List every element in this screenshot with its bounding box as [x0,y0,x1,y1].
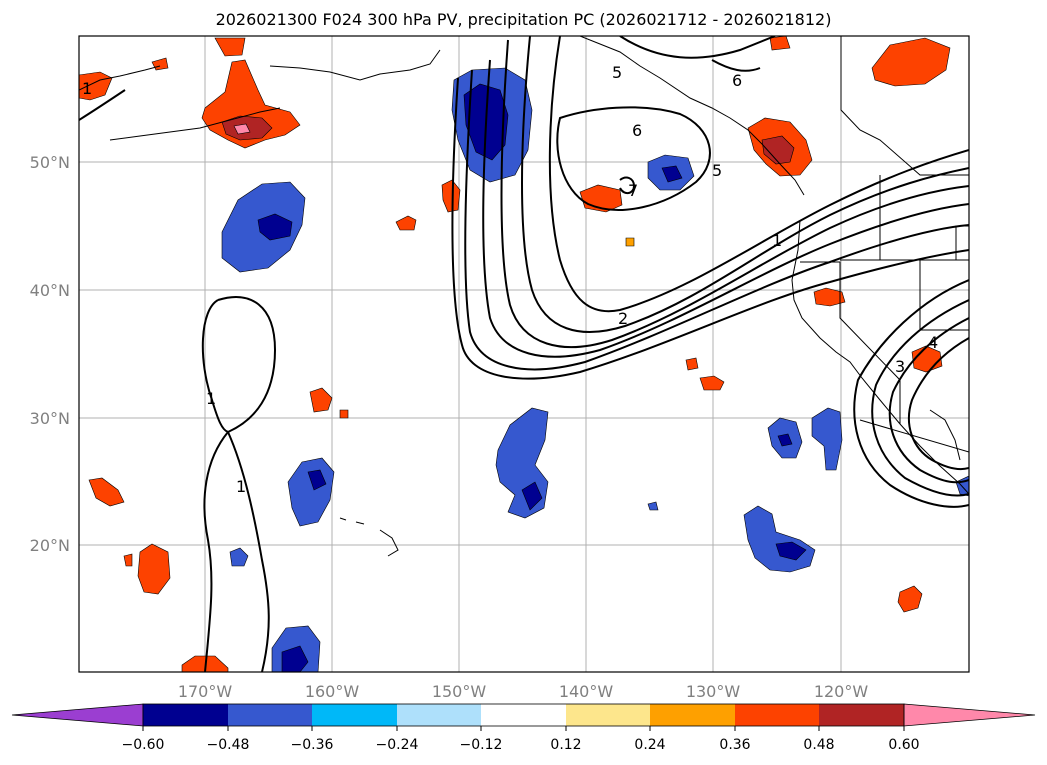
contour-label: 1 [772,231,782,250]
latitude-labels: 50°N 40°N 30°N 20°N [30,153,70,555]
lat-label-20n: 20°N [30,536,70,555]
contour-label: 3 [895,357,905,376]
lat-label-50n: 50°N [30,153,70,172]
precip-positive-canada [871,37,951,87]
lat-label-30n: 30°N [30,409,70,428]
colorbar-tick-label: 0.48 [803,737,834,753]
contour-label: 5 [712,161,722,180]
colorbar-segment [312,704,397,726]
lon-label-140w: 140°W [559,682,614,701]
contour-label: 6 [632,121,642,140]
colorbar-segment [481,704,566,726]
colorbar: −0.60 −0.48 −0.36 −0.24 −0.12 0.12 0.24 … [11,703,1036,753]
colorbar-ticks [142,726,905,731]
lon-label-150w: 150°W [432,682,487,701]
colorbar-segment [143,704,228,726]
contour-label: 1 [82,79,92,98]
colorbar-segment [735,704,819,726]
colorbar-segment [566,704,650,726]
contour-label: 6 [732,71,742,90]
colorbar-extend-high [903,703,1036,727]
colorbar-tick-label: 0.60 [888,737,919,753]
pv-contour-6-closed [556,106,711,211]
colorbar-tick-label: −0.24 [376,737,419,753]
colorbar-segment [397,704,481,726]
contour-label: 5 [612,63,622,82]
contour-label: 1 [236,477,246,496]
pv-contour-outer [548,36,969,313]
precip-negative-regions [221,67,969,672]
colorbar-tick-label: 0.24 [634,737,665,753]
pv-contour-se-1 [853,279,969,508]
contour-label: 7 [628,181,638,200]
colorbar-tick-label: −0.60 [122,737,165,753]
colorbar-tick-label: −0.48 [207,737,250,753]
colorbar-segment [228,704,312,726]
map-frame [78,35,970,673]
colorbar-tick-label: 0.36 [719,737,750,753]
lat-label-40n: 40°N [30,281,70,300]
contour-label: 1 [206,389,216,408]
colorbar-tick-label: 0.12 [550,737,581,753]
colorbar-segment [819,704,904,726]
contour-label: 2 [618,309,628,328]
colorbar-frame [142,703,905,727]
coastlines [79,36,969,557]
pv-contours [79,36,969,672]
lon-label-160w: 160°W [305,682,360,701]
colorbar-extend-low [11,703,144,727]
map-title: 2026021300 F024 300 hPa PV, precipitatio… [215,10,832,29]
lon-label-170w: 170°W [178,682,233,701]
lon-label-130w: 130°W [686,682,741,701]
longitude-labels: 170°W 160°W 150°W 140°W 130°W 120°W [178,682,869,701]
gridlines [79,36,969,672]
colorbar-tick-label: −0.36 [291,737,334,753]
lon-label-120w: 120°W [814,682,869,701]
precip-positive-regions [79,36,951,672]
contour-labels: 5 6 6 5 1 1 2 1 1 3 4 7 [82,63,938,496]
colorbar-segment [650,704,735,726]
contour-label: 4 [928,333,938,352]
colorbar-tick-label: −0.12 [460,737,503,753]
